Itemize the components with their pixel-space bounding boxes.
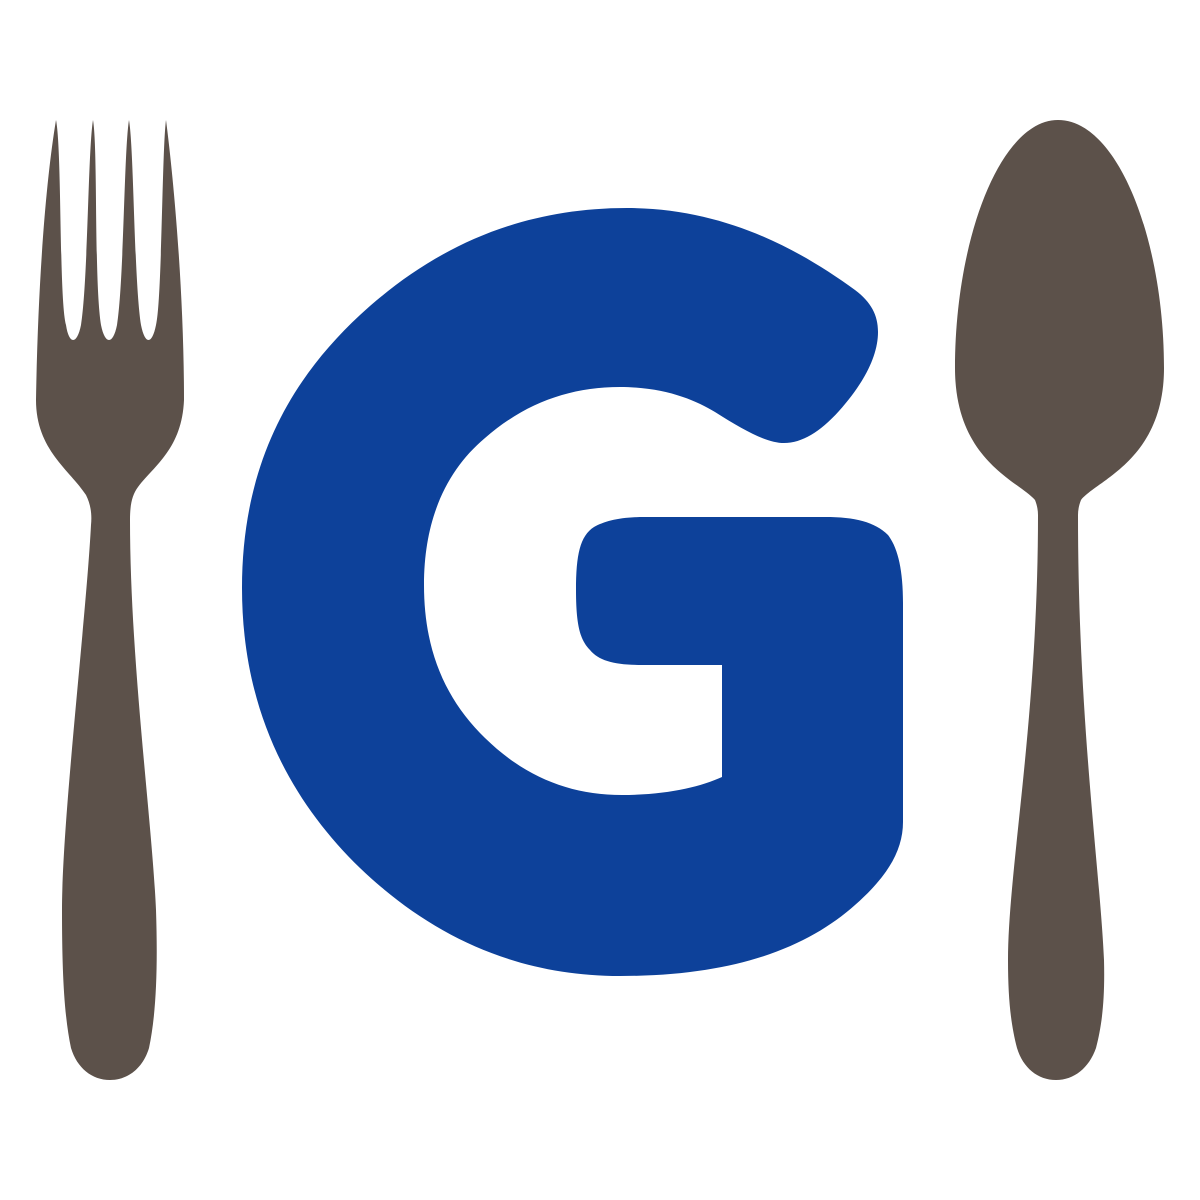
fork-icon xyxy=(36,120,184,1080)
spoon-icon xyxy=(955,120,1164,1080)
letter-g-mark: G xyxy=(242,208,903,976)
